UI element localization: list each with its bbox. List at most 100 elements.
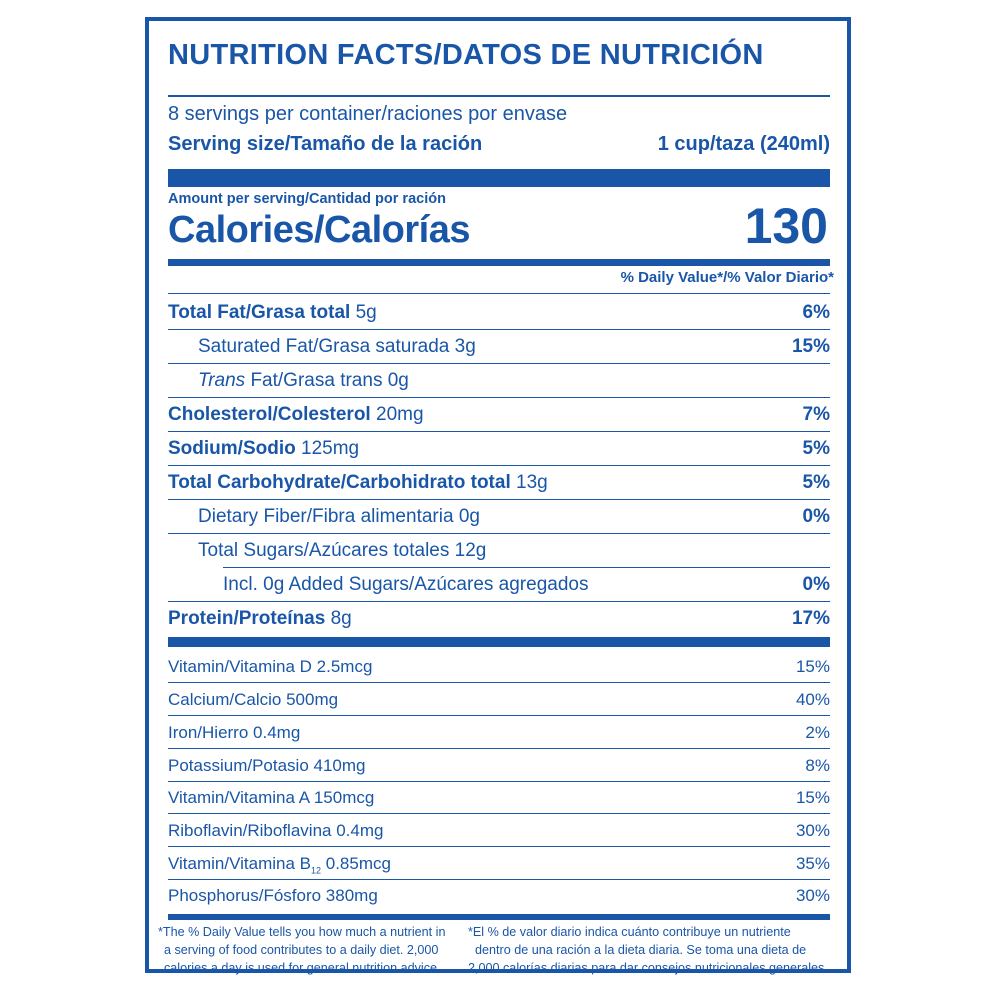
row-rule [168,329,830,330]
nutrient-amount: 13g [516,472,548,493]
row-rule [168,397,830,398]
row-rule [168,431,830,432]
nutrient-dv: 0% [802,506,830,527]
vitamin-dv: 15% [795,788,830,807]
nutrient-row-protein: Protein/Proteínas 8g 17% [168,601,830,635]
vitamin-row-calcium: Calcium/Calcio 500mg 40% [168,681,830,715]
nutrient-dv: 17% [791,608,830,629]
nutrient-name: Dietary Fiber/Fibra alimentaria [198,506,454,527]
row-rule [168,499,830,500]
row-rule [223,567,830,568]
vitamin-name: Vitamin/Vitamina D 2.5mcg [168,657,373,676]
calories-rule [168,259,830,266]
nutrient-dv: 6% [802,302,830,323]
vitamin-name: Vitamin/Vitamina A 150mcg [168,788,375,807]
nutrient-name: Total Sugars/Azúcares totales [198,540,450,561]
label-title: NUTRITION FACTS/DATOS DE NUTRICIÓN [168,39,764,71]
nutrient-dv: 0% [802,574,830,595]
nutrient-amount: 3g [454,336,476,357]
nutrient-amount: 12g [454,540,487,561]
vitamin-dv: 2% [805,723,830,742]
nutrient-name: Total Carbohydrate/Carbohidrato total [168,472,511,493]
nutrient-amount: 0g [387,370,409,391]
footnote-rule [168,914,830,920]
vitamin-name: Calcium/Calcio 500mg [168,690,339,709]
nutrient-name: Saturated Fat/Grasa saturada [198,336,450,357]
nutrient-row-sodium: Sodium/Sodio 125mg 5% [168,431,830,465]
nutrient-row-total-sugars: Total Sugars/Azúcares totales 12g [168,533,830,567]
footnote-spanish: *El % de valor diario indica cuánto cont… [468,923,858,977]
vitamin-subscript: 12 [311,865,322,876]
dv-rule [168,293,830,294]
row-rule [168,715,830,716]
row-rule [168,682,830,683]
row-rule [168,846,830,847]
vitamin-name: Vitamin/Vitamina B [168,854,311,873]
vitamin-dv: 8% [805,756,830,775]
vitamin-name: Potassium/Potasio 410mg [168,756,366,775]
nutrient-name: Fat/Grasa trans [250,370,383,391]
nutrient-dv: 7% [802,404,830,425]
footnote-line: *El % de valor diario indica cuánto cont… [468,925,791,939]
nutrient-dv: 5% [802,472,830,493]
serving-size-label: Serving size/Tamaño de la ración [168,133,483,155]
vitamin-dv: 15% [795,657,830,676]
nutrition-label: NUTRITION FACTS/DATOS DE NUTRICIÓN 8 ser… [145,17,851,975]
thick-rule-vitamins [168,637,830,647]
vitamin-row-iron: Iron/Hierro 0.4mg 2% [168,714,830,748]
nutrient-amount: 20mg [376,404,424,425]
row-rule [168,363,830,364]
nutrient-row-trans-fat: Trans Fat/Grasa trans 0g [168,363,830,397]
vitamin-row-a: Vitamin/Vitamina A 150mcg 15% [168,779,830,813]
vitamin-dv: 30% [795,821,830,840]
nutrient-dv: 5% [802,438,830,459]
row-rule [168,533,830,534]
nutrient-name: Protein/Proteínas [168,608,326,629]
vitamin-dv: 40% [795,690,830,709]
vitamin-row-b12: Vitamin/Vitamina B12 0.85mcg 35% [168,845,830,879]
footnote-line: 2,000 calorías diarias para dar consejos… [468,961,828,975]
nutrient-name: Sodium/Sodio [168,438,296,459]
vitamin-dv: 35% [795,854,830,873]
nutrient-row-total-fat: Total Fat/Grasa total 5g 6% [168,295,830,329]
amount-per-serving: Amount per serving/Cantidad por ración [168,191,446,207]
nutrient-amount: 5g [355,302,377,323]
row-rule [168,465,830,466]
nutrient-row-dietary-fiber: Dietary Fiber/Fibra alimentaria 0g 0% [168,499,830,533]
title-rule [168,95,830,97]
serving-size-value: 1 cup/taza (240ml) [657,133,830,155]
footnote-line: *The % Daily Value tells you how much a … [158,925,446,939]
vitamin-row-potassium: Potassium/Potasio 410mg 8% [168,747,830,781]
nutrient-amount: 8g [330,608,352,629]
row-rule [168,748,830,749]
row-rule [168,781,830,782]
vitamin-dv: 30% [795,886,830,905]
servings-per-container: 8 servings per container/raciones por en… [168,103,568,125]
nutrient-dv: 15% [791,336,830,357]
vitamin-name: Phosphorus/Fósforo 380mg [168,886,378,905]
nutrient-name: Incl. 0g Added Sugars/Azúcares agregados [223,574,589,595]
calories-label: Calories/Calorías [168,209,470,251]
nutrient-name-italic: Trans [198,370,246,391]
footnote-line: dentro de una ración a la dieta diaria. … [475,943,807,957]
nutrient-row-cholesterol: Cholesterol/Colesterol 20mg 7% [168,397,830,431]
nutrient-row-total-carbohydrate: Total Carbohydrate/Carbohidrato total 13… [168,465,830,499]
serving-size: Serving size/Tamaño de la ración 1 cup/t… [168,133,830,156]
vitamin-amount: 0.85mcg [321,854,391,873]
vitamin-row-riboflavin: Riboflavin/Riboflavina 0.4mg 30% [168,812,830,846]
thick-rule-top [168,169,830,187]
nutrient-amount: 125mg [301,438,360,459]
calories-value: 130 [744,198,828,254]
nutrient-name: Total Fat/Grasa total [168,302,351,323]
row-rule [168,879,830,880]
vitamin-row-phosphorus: Phosphorus/Fósforo 380mg 30% [168,877,830,911]
footnote-line: calories a day is used for general nutri… [164,961,441,975]
nutrient-amount: 0g [458,506,480,527]
vitamin-name: Iron/Hierro 0.4mg [168,723,301,742]
daily-value-header: % Daily Value*/% Valor Diario* [620,269,834,286]
nutrient-row-added-sugars: Incl. 0g Added Sugars/Azúcares agregados… [168,567,830,601]
footnote-english: *The % Daily Value tells you how much a … [158,923,478,977]
vitamin-row-d: Vitamin/Vitamina D 2.5mcg 15% [168,648,830,682]
vitamin-name: Riboflavin/Riboflavina 0.4mg [168,821,384,840]
nutrient-row-saturated-fat: Saturated Fat/Grasa saturada 3g 15% [168,329,830,363]
